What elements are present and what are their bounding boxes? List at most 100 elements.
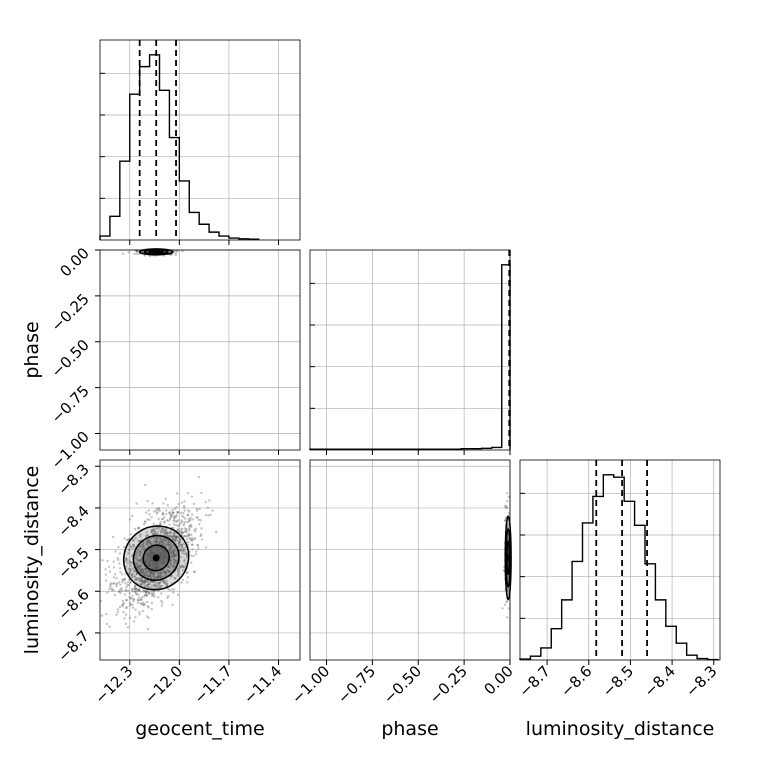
sample-point [101,559,104,562]
sample-point [132,544,136,548]
sample-point [137,539,140,542]
sample-point [193,570,196,574]
sample-point [140,550,143,554]
sample-point [152,580,155,584]
sample-point [151,572,154,575]
sample-point [143,567,147,571]
sample-point [134,536,137,540]
sample-point [163,570,166,573]
sample-point [129,568,133,572]
sample-point [137,566,140,569]
sample-point [173,519,176,522]
sample-point [158,523,162,526]
sample-point [145,584,149,588]
sample-point [171,543,174,547]
sample-point [136,578,139,581]
x-tick-label: −11.7 [191,662,236,707]
sample-point [172,250,176,253]
sample-point [155,540,158,543]
sample-point [170,550,174,553]
sample-point [170,535,173,538]
sample-point [168,531,171,534]
sample-point [134,585,137,588]
sample-point [140,579,144,583]
sample-point [141,601,145,605]
sample-point [133,575,136,578]
sample-point [126,584,129,587]
sample-point [135,502,138,505]
sample-point [140,598,143,602]
sample-point [154,584,158,587]
sample-point [140,570,143,574]
sample-point [120,587,123,590]
sample-point [163,571,167,574]
sample-point [136,599,140,602]
sample-point [155,581,158,584]
sample-point [161,542,164,545]
sample-point [144,520,147,524]
sample-point [112,560,115,563]
sample-point [189,516,192,519]
sample-point [171,564,174,568]
sample-point [198,522,201,526]
sample-point [188,524,192,527]
panel-hist-geocent-time [99,39,301,241]
sample-point [161,575,164,578]
sample-point [163,521,166,524]
sample-point [154,541,158,544]
sample-point [135,587,138,591]
panel-2d-geocent-time-phase [99,248,301,451]
sample-point [130,554,134,558]
sample-point [152,577,156,580]
sample-point [163,581,166,584]
sample-point [134,553,137,556]
sample-point [142,579,145,583]
sample-point [182,512,185,515]
sample-point [162,579,165,582]
sample-point [153,532,156,535]
sample-point [163,538,167,542]
sample-point [182,547,186,550]
sample-point [148,541,151,544]
sample-point [506,588,510,592]
sample-point [503,603,507,606]
sample-point [142,590,145,593]
sample-point [150,580,154,584]
sample-point [147,509,151,512]
sample-point [176,527,180,530]
sample-point [169,562,172,565]
sample-point [159,522,162,526]
sample-point [128,571,131,574]
sample-point [138,564,141,567]
sample-point [157,575,160,579]
sample-point [128,543,131,546]
sample-point [168,570,171,574]
hist-marks [519,460,719,661]
sample-point [133,575,136,578]
sample-point [142,589,146,592]
sample-point [144,580,148,584]
sample-point [143,580,147,583]
sample-point [196,544,200,547]
sample-point [183,565,186,568]
sample-point [139,565,142,568]
sample-point [167,545,171,548]
sample-point [175,506,178,509]
sample-point [200,538,204,541]
sample-point [191,547,194,551]
sample-point [119,583,122,586]
sample-point [116,582,119,585]
sample-point [135,561,138,565]
sample-point [171,536,174,539]
sample-point [130,561,133,564]
sample-point [166,544,170,547]
sample-point [172,550,175,553]
sample-point [146,539,149,543]
sample-point [159,520,162,523]
sample-point [187,532,191,536]
sample-point [147,586,150,589]
sample-point [157,541,161,544]
sample-point [124,582,127,585]
sample-point [504,519,507,523]
sample-point [160,604,164,607]
